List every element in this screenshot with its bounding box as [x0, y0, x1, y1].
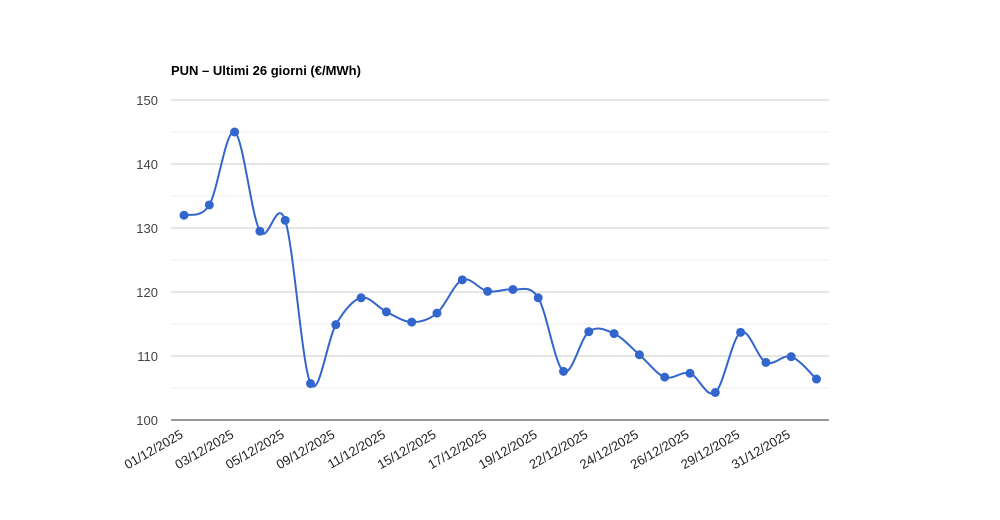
data-point[interactable]	[230, 127, 240, 137]
y-tick-label: 130	[136, 221, 158, 236]
data-point[interactable]	[685, 368, 695, 378]
data-point[interactable]	[356, 293, 366, 303]
y-tick-label: 110	[137, 349, 158, 364]
data-point[interactable]	[280, 215, 290, 225]
y-tick-label: 100	[136, 413, 158, 428]
data-point[interactable]	[533, 293, 543, 303]
data-point[interactable]	[179, 210, 189, 220]
data-point[interactable]	[255, 226, 265, 236]
data-point[interactable]	[508, 284, 518, 294]
data-point[interactable]	[736, 327, 746, 337]
data-point[interactable]	[407, 317, 417, 327]
x-axis-ticks: 01/12/202503/12/202505/12/202509/12/2025…	[122, 427, 793, 473]
data-point[interactable]	[786, 352, 796, 362]
y-tick-label: 140	[136, 157, 158, 172]
data-point[interactable]	[660, 372, 670, 382]
data-point[interactable]	[584, 327, 594, 337]
data-point[interactable]	[483, 286, 493, 296]
y-tick-label: 120	[136, 285, 158, 300]
data-point[interactable]	[710, 387, 720, 397]
data-point[interactable]	[432, 308, 442, 318]
chart-title: PUN – Ultimi 26 giorni (€/MWh)	[171, 63, 361, 78]
y-axis-ticks: 100 110 120 130 140 150	[136, 93, 158, 428]
data-point[interactable]	[457, 275, 467, 285]
data-point[interactable]	[761, 357, 771, 367]
data-point[interactable]	[812, 374, 821, 384]
grid	[171, 99, 829, 421]
data-point[interactable]	[331, 320, 341, 330]
data-point[interactable]	[559, 366, 568, 376]
series-line	[183, 130, 818, 395]
data-point[interactable]	[609, 329, 619, 339]
y-tick-label: 150	[136, 93, 158, 108]
series-layer	[179, 127, 821, 397]
data-point[interactable]	[381, 307, 391, 317]
data-point[interactable]	[634, 350, 644, 360]
data-point[interactable]	[204, 200, 214, 210]
data-point[interactable]	[306, 379, 315, 389]
